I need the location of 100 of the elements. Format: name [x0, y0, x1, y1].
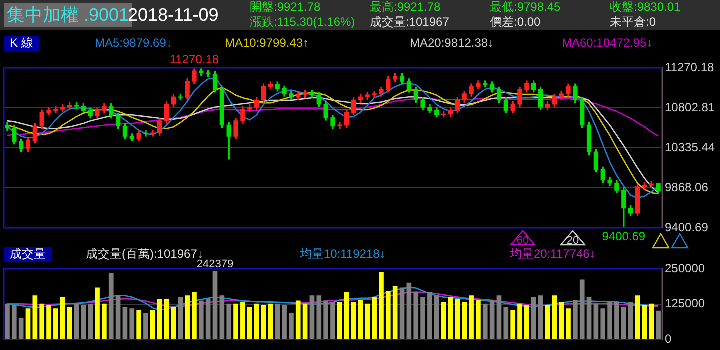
- data-label: 242379: [196, 258, 234, 271]
- bar: [365, 304, 370, 340]
- bar: [310, 296, 315, 340]
- bar: [469, 296, 474, 340]
- bar: [538, 296, 544, 340]
- y-tick-label: 9868.06: [665, 180, 709, 194]
- bar: [330, 302, 336, 340]
- bar: [455, 299, 460, 340]
- bar: [212, 271, 218, 340]
- text: 均量20:117746↓: [510, 247, 596, 262]
- bar: [88, 304, 94, 340]
- bar: [372, 297, 377, 340]
- text: MA20:9812.38↓: [410, 36, 494, 51]
- y-tick-label: 11270.18: [665, 60, 714, 74]
- bar: [476, 300, 481, 340]
- bar: [386, 291, 391, 340]
- bar: [40, 304, 45, 340]
- text: MA10:9799.43↑: [225, 36, 310, 51]
- triangle-icon: 60: [510, 230, 536, 246]
- bar: [198, 300, 204, 340]
- bar: [5, 304, 10, 340]
- text: MA60:10472.95↓: [562, 36, 653, 51]
- bar: [136, 310, 142, 340]
- y-tick-label: 125000: [665, 296, 706, 311]
- bar: [524, 306, 530, 340]
- y-tick-label: 9400.69: [665, 220, 709, 234]
- bar: [628, 302, 634, 340]
- bar: [46, 306, 52, 340]
- bar: [289, 313, 294, 340]
- bar: [531, 297, 536, 340]
- bar: [150, 310, 156, 340]
- bar: [428, 292, 432, 340]
- bar: [545, 306, 550, 340]
- chart-title: 成交量: [4, 247, 52, 262]
- bar: [559, 302, 564, 340]
- text: 價差:0.00: [490, 15, 541, 30]
- bar: [12, 306, 17, 340]
- bar: [144, 313, 148, 340]
- text: 最高:9921.78: [370, 0, 441, 15]
- bar: [441, 302, 446, 340]
- bar: [580, 280, 585, 340]
- candlestick: [144, 130, 148, 137]
- bar: [316, 296, 322, 340]
- bar: [414, 292, 419, 340]
- bar: [642, 306, 648, 340]
- bar: [351, 302, 356, 340]
- bar: [566, 308, 571, 340]
- bar: [462, 302, 468, 340]
- text: 成交量(百萬):101967↓: [86, 247, 204, 261]
- bar: [81, 306, 86, 340]
- bar: [130, 308, 135, 340]
- bar: [185, 296, 190, 340]
- text: 開盤:9921.78: [250, 0, 321, 15]
- bar: [122, 306, 128, 340]
- text: 收盤:9830.01: [610, 0, 681, 15]
- bar: [552, 296, 558, 340]
- bar: [434, 296, 440, 340]
- bar: [116, 296, 121, 340]
- bar: [164, 299, 170, 340]
- annotation: 9400.69: [602, 229, 646, 244]
- text: 最低:9798.45: [490, 0, 561, 15]
- bar: [379, 272, 384, 340]
- bar: [234, 304, 238, 340]
- bar: [54, 308, 58, 340]
- bar: [240, 302, 246, 340]
- bar: [482, 304, 488, 340]
- annotation: 11270.18: [170, 52, 220, 66]
- text: MA5:9879.69↓: [95, 36, 172, 51]
- bar: [18, 318, 24, 340]
- bar: [95, 288, 100, 340]
- bar: [621, 306, 626, 340]
- bar: [74, 304, 80, 340]
- bar: [247, 306, 252, 340]
- bar: [206, 299, 211, 340]
- bar: [192, 292, 197, 340]
- bar: [635, 296, 640, 340]
- bar: [358, 300, 364, 340]
- bar: [302, 304, 308, 340]
- text: 成交量:101967: [370, 15, 450, 30]
- candlestick: [338, 122, 342, 130]
- bar: [400, 288, 405, 340]
- bar: [60, 297, 66, 340]
- bar: [178, 297, 184, 340]
- bar: [594, 304, 599, 340]
- text: K 線: [4, 36, 40, 51]
- bar: [614, 302, 620, 340]
- bar: [108, 272, 114, 340]
- text: 漲跌:115.30(1.16%): [250, 15, 356, 30]
- bar: [338, 302, 342, 340]
- text: 未平倉:0: [610, 15, 656, 30]
- bar: [572, 300, 578, 340]
- bar: [67, 306, 72, 340]
- triangle-icon: 20: [560, 230, 586, 246]
- y-tick-label: 10335.44: [665, 140, 716, 154]
- bar: [32, 296, 38, 340]
- bar: [171, 306, 176, 340]
- bar: [220, 296, 225, 340]
- bar: [275, 304, 280, 340]
- bar: [296, 300, 301, 340]
- bar: [504, 306, 509, 340]
